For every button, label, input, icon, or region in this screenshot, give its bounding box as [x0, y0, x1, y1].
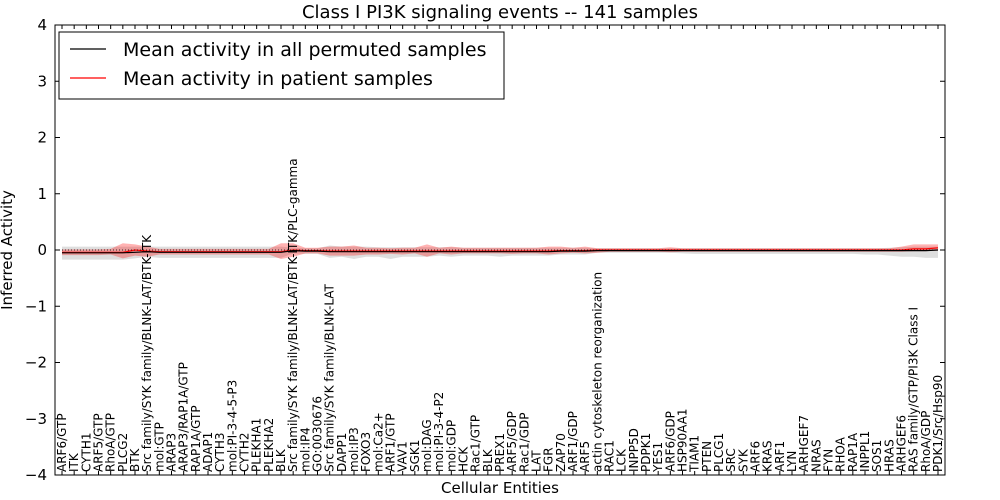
- entity-label: GO:0030676: [311, 396, 325, 472]
- entity-label: KRAS: [761, 440, 775, 472]
- entity-label: HRAS: [882, 439, 896, 472]
- entity-label: CYTH2: [238, 433, 252, 473]
- entity-label: SYK: [736, 448, 750, 472]
- entity-label: NRAS: [809, 439, 823, 472]
- entity-label: ARF5/GDP: [505, 411, 519, 472]
- entity-label: LAT: [530, 450, 544, 472]
- entity-label: PLCG1: [712, 433, 726, 472]
- entity-label: RAP1A: [846, 432, 860, 472]
- y-axis-title: Inferred Activity: [0, 190, 16, 310]
- entity-label: RAC1: [603, 440, 617, 472]
- entity-label: ARF6/GTP: [55, 413, 69, 472]
- entity-label: INPP5D: [627, 428, 641, 472]
- entity-label: ARAP3/RAP1A/GTP: [177, 362, 191, 472]
- y-tick-label: 4: [37, 16, 47, 34]
- y-tick-label: 1: [37, 185, 47, 203]
- entity-label: SGK1: [408, 440, 422, 472]
- y-tick-label: −2: [25, 354, 47, 372]
- entity-label: FOXO3: [359, 432, 373, 472]
- entity-label: CYTH3: [213, 433, 227, 473]
- entity-label: PLCG2: [116, 433, 130, 472]
- permuted-mean-line: [62, 249, 939, 254]
- entity-label: DAPP1: [335, 433, 349, 472]
- entity-label: RAP1A/GTP: [189, 405, 203, 472]
- entity-label: FYN: [822, 449, 836, 472]
- entity-label: ARF1: [773, 441, 787, 472]
- entity-label: PREX1: [493, 433, 507, 472]
- entity-label: ARAP3: [165, 433, 179, 472]
- legend-label-patient: Mean activity in patient samples: [123, 68, 433, 90]
- entity-label: ARF1/GTP: [384, 413, 398, 472]
- entity-label: SRC: [724, 448, 738, 472]
- entity-label: Src family/SYK family/BLNK-LAT: [323, 283, 337, 472]
- entity-labels: ARF6/GTPITKCYTH1ARF5/GTPRhoA/GTPPLCG2BTK…: [55, 25, 945, 475]
- entity-label: Src family/SYK family/BLNK-LAT/BTK-ITK: [140, 234, 154, 472]
- permuted-band: [62, 245, 938, 260]
- y-tick-label: 0: [37, 241, 47, 259]
- entity-label: mol:PI-3-4-5-P3: [225, 380, 239, 472]
- y-tick-label: −1: [25, 297, 47, 315]
- entity-label: SOS1: [870, 440, 884, 472]
- chart-title: Class I PI3K signaling events -- 141 sam…: [302, 2, 698, 23]
- entity-label: mol:DAG: [420, 419, 434, 472]
- entity-label: VAV1: [396, 441, 410, 472]
- entity-label: RhoA/GDP: [919, 411, 933, 472]
- entity-label: YES1: [651, 442, 665, 473]
- entity-label: ARHGEF6: [895, 415, 909, 472]
- y-tick-label: 3: [37, 72, 47, 90]
- entity-label: BLK: [481, 448, 495, 472]
- entity-label: ITK: [67, 452, 81, 472]
- entity-label: RAS family/GTP/PI3K Class I: [907, 307, 921, 472]
- legend: Mean activity in all permuted samples Me…: [58, 31, 505, 100]
- entity-label: RhoA/GTP: [104, 413, 118, 472]
- entity-label: LCK: [615, 448, 629, 472]
- entity-label: LYN: [785, 451, 799, 472]
- entity-label: mol:GDP: [444, 420, 458, 472]
- series-lines: [62, 247, 939, 254]
- legend-box: [58, 31, 505, 100]
- y-tick-label: 2: [37, 129, 47, 147]
- entity-label: ARF1/GDP: [566, 411, 580, 472]
- entity-label: ARF6: [749, 441, 763, 472]
- y-axis-ticks: −4 −3 −2 −1 0 1 2 3 4: [25, 16, 945, 484]
- entity-label: ZAP70: [554, 433, 568, 472]
- entity-label: PLEKHA2: [262, 418, 276, 472]
- entity-label: Rac1/GTP: [469, 415, 483, 472]
- plot-frame: [54, 24, 946, 476]
- entity-label: ARHGEF7: [797, 415, 811, 472]
- entity-label: HSP90AA1: [676, 408, 690, 472]
- legend-label-permuted: Mean activity in all permuted samples: [123, 39, 486, 61]
- entity-label: BTK: [128, 447, 142, 472]
- entity-label: ARF5/GTP: [92, 413, 106, 472]
- entity-label: mol:IP3: [347, 427, 361, 472]
- entity-label: PTEN: [700, 441, 714, 472]
- y-tick-label: −4: [25, 466, 47, 484]
- entity-label: ADAP1: [201, 432, 215, 472]
- entity-label: ARF6/GDP: [663, 411, 677, 472]
- entity-label: HCK: [457, 446, 471, 472]
- entity-label: PDK1/Src/Hsp90: [931, 375, 945, 472]
- entity-label: CYTH1: [79, 433, 93, 473]
- entity-label: actin cytoskeleton reorganization: [590, 272, 604, 472]
- entity-label: PDPK1: [639, 433, 653, 472]
- entity-label: INPPL1: [858, 431, 872, 472]
- entity-label: Src family/SYK family/BLNK-LAT/BTK-ITK/P…: [286, 158, 300, 472]
- entity-label: RHOA: [834, 436, 848, 472]
- entity-label: Rac1/GDP: [517, 413, 531, 472]
- entity-label: PLEKHA1: [250, 418, 264, 472]
- entity-label: BLK: [274, 448, 288, 472]
- entity-label: mol:Ca2+: [371, 412, 385, 472]
- entity-label: mol:PI-3-4-P2: [432, 392, 446, 472]
- x-axis-title: Cellular Entities: [441, 479, 559, 497]
- entity-label: TIAM1: [688, 435, 702, 473]
- entity-label: mol:IP4: [298, 427, 312, 472]
- entity-label: ARF5: [578, 441, 592, 472]
- y-tick-label: −3: [25, 410, 47, 428]
- entity-label: mol:GTP: [152, 422, 166, 472]
- entity-label: FGR: [542, 447, 556, 472]
